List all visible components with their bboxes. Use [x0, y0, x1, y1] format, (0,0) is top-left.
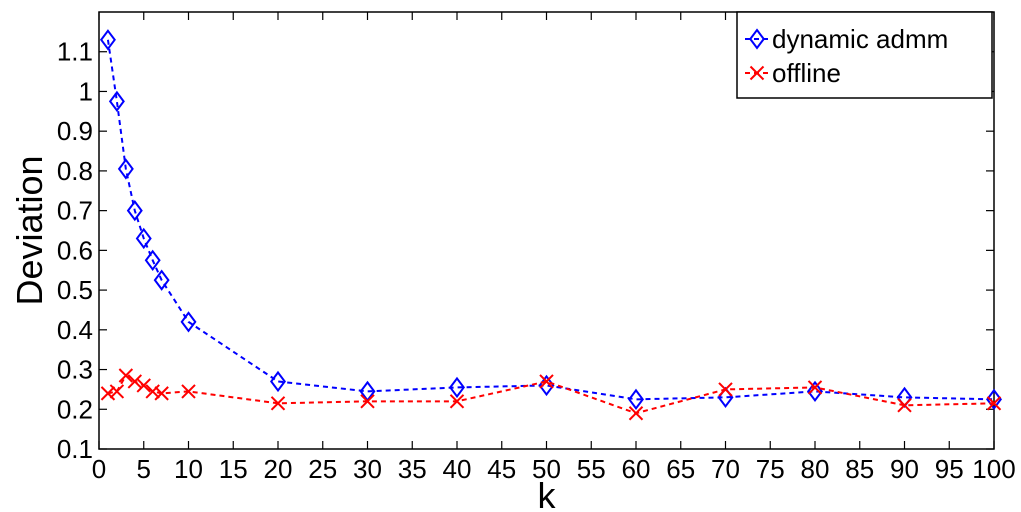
data-point [109, 384, 125, 399]
series-line [106, 39, 995, 401]
x-tick-label: 50 [532, 454, 561, 484]
data-point [986, 388, 1002, 411]
data-point [135, 227, 152, 250]
data-point [144, 249, 161, 271]
data-point-stroke [270, 396, 286, 411]
series-1 [100, 368, 1002, 421]
x-tick-label: 15 [219, 454, 248, 484]
y-tick-label: 1.1 [57, 37, 93, 67]
data-point [117, 158, 134, 180]
data-point [100, 386, 116, 401]
x-axis-ticks: 0 5 10 15 20 25 30 35 40 45 50 55 60 65 70 75 80 85 90 95 10… [92, 12, 1016, 484]
data-point-stroke [360, 394, 375, 409]
x-tick-label: 100 [972, 454, 1015, 484]
x-tick-label: 55 [577, 454, 606, 484]
legend-label: offline [772, 58, 841, 88]
data-point-stroke [628, 406, 644, 421]
y-tick-label: 0.5 [57, 275, 93, 305]
x-tick-label: 25 [308, 454, 337, 484]
data-point-stroke [136, 378, 151, 393]
data-point [136, 378, 151, 393]
x-tick-label: 75 [756, 454, 785, 484]
legend-box [736, 11, 993, 99]
data-point [897, 398, 912, 413]
data-point-stroke [118, 368, 134, 383]
y-tick-label: 0.8 [57, 156, 93, 186]
data-point [181, 384, 196, 399]
data-point-stroke [718, 382, 733, 397]
data-point [108, 90, 125, 113]
data-point [154, 386, 169, 401]
data-point [127, 374, 143, 389]
x-tick-label: 40 [443, 454, 472, 484]
x-tick-label: 10 [174, 454, 203, 484]
x-tick-label: 0 [92, 454, 106, 484]
data-point-stroke [100, 386, 116, 401]
data-point-stroke [449, 394, 465, 409]
x-tick-label: 35 [398, 454, 427, 484]
data-point [270, 370, 286, 393]
y-tick-label: 0.3 [57, 355, 93, 385]
data-point [126, 199, 143, 222]
data-point [539, 374, 554, 389]
y-tick-label: 0.2 [57, 394, 93, 424]
x-tick-label: 95 [935, 454, 964, 484]
data-point-stroke [897, 398, 912, 413]
legend-swatch-marker-stroke [749, 65, 765, 81]
x-tick-label: 80 [801, 454, 830, 484]
y-tick-label: 0.9 [57, 116, 93, 146]
data-point [807, 380, 823, 403]
legend-swatch-marker [749, 28, 765, 50]
data-point [986, 396, 1002, 411]
legend: dynamic admm offline [736, 11, 993, 99]
x-tick-label: 70 [711, 454, 740, 484]
series-layer [99, 29, 1002, 421]
y-tick-label: 0.1 [57, 434, 93, 464]
data-point [449, 376, 465, 399]
data-point [118, 368, 134, 383]
data-point-stroke [986, 396, 1002, 411]
data-point-stroke [145, 384, 160, 399]
data-point [807, 380, 823, 395]
data-point [628, 388, 644, 411]
y-axis-ticks: 0.1 0.2 0.3 0.4 0.5 0.6 0.7 0.8 0.9 1 1.1 [57, 37, 994, 464]
data-point-stroke [539, 374, 554, 389]
x-tick-label: 30 [353, 454, 382, 484]
data-point-stroke [109, 384, 125, 399]
x-tick-label: 60 [622, 454, 651, 484]
x-tick-label: 5 [137, 454, 151, 484]
data-point [449, 394, 465, 409]
x-tick-label: 85 [845, 454, 874, 484]
data-point [145, 384, 160, 399]
data-point-stroke [127, 374, 143, 389]
data-point [99, 29, 116, 51]
data-point [270, 396, 286, 411]
data-point [360, 394, 375, 409]
legend-swatch-marker [749, 65, 765, 81]
data-point-stroke [181, 384, 196, 399]
x-tick-label: 65 [666, 454, 695, 484]
x-tick-label: 20 [264, 454, 293, 484]
y-tick-label: 0.7 [57, 196, 93, 226]
data-point [180, 311, 197, 333]
data-point [628, 406, 644, 421]
x-tick-label: 90 [890, 454, 919, 484]
data-point [153, 269, 170, 291]
data-point-stroke [807, 380, 823, 395]
legend-label: dynamic admm [772, 24, 948, 54]
y-axis-title: Deviation [9, 155, 50, 305]
y-tick-label: 1 [79, 76, 93, 106]
data-point [718, 382, 733, 397]
y-tick-label: 0.6 [57, 235, 93, 265]
data-point-stroke [154, 386, 169, 401]
x-tick-label: 45 [487, 454, 516, 484]
x-axis-title: k [538, 475, 557, 512]
y-tick-label: 0.4 [57, 315, 93, 345]
